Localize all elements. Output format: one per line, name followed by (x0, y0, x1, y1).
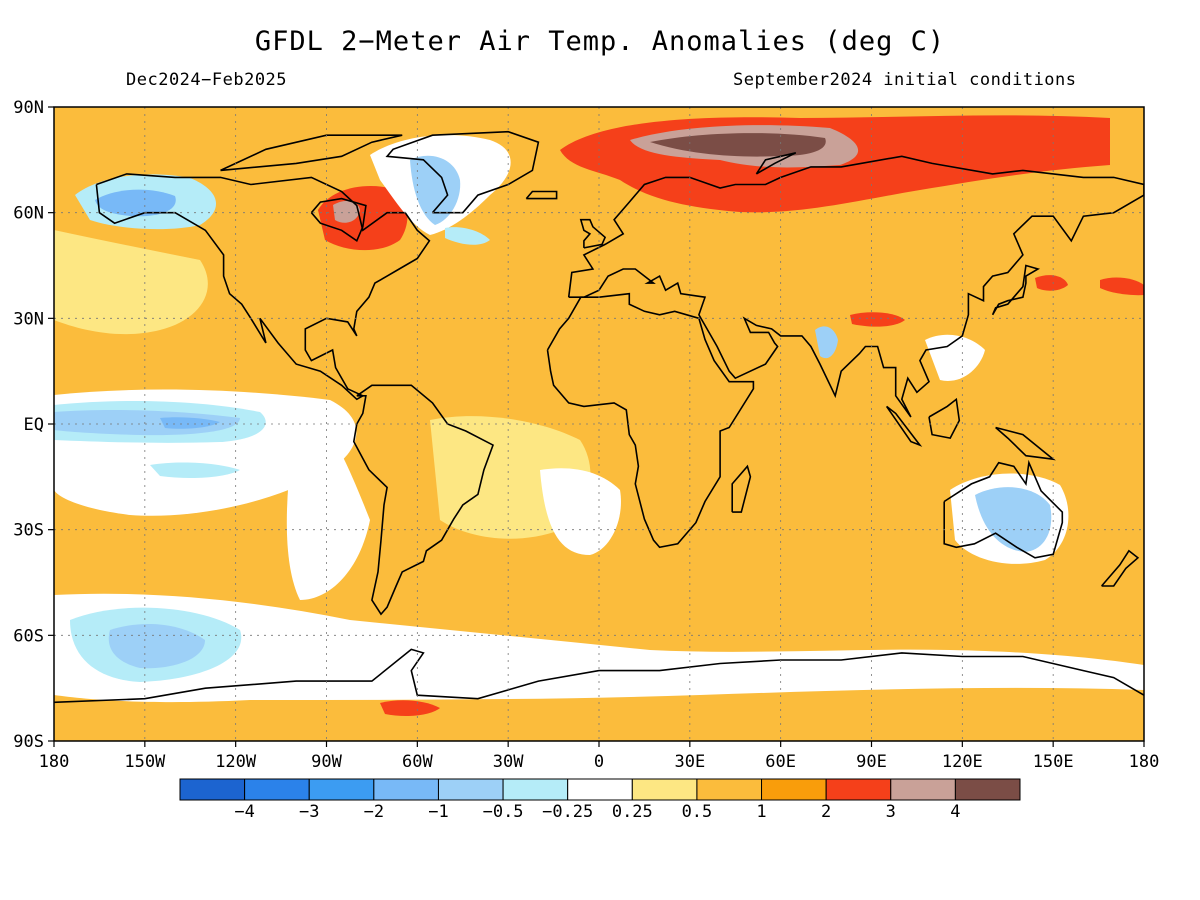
east-asia-neutral-patch (925, 334, 985, 381)
colorbar-label: 4 (950, 802, 960, 822)
coastline (525, 190, 558, 200)
siberia-extreme-warm-region (650, 133, 826, 157)
northwest-pacific-warm-patch (1100, 277, 1144, 296)
y-tick-label: 90N (13, 98, 44, 118)
x-tick-label: 60W (402, 752, 433, 772)
x-tick-label: 30W (493, 752, 524, 772)
colorbar-label: 1 (756, 802, 766, 822)
y-tick-label: EQ (24, 415, 44, 435)
coastline (885, 405, 923, 447)
colorbar-swatch (437, 778, 504, 801)
colorbar-swatch (890, 778, 956, 801)
y-tick-label: 30S (13, 521, 44, 541)
australia-cool-region (975, 487, 1052, 552)
equatorial-pacific-colder-region (160, 417, 220, 429)
coastline (220, 134, 403, 172)
coastline (546, 292, 755, 549)
colorbar-label: −1 (428, 802, 448, 822)
lat-lon-grid (54, 107, 1144, 741)
x-tick-label: 120E (942, 752, 983, 772)
coastline (731, 464, 752, 513)
x-tick-label: 150W (124, 752, 166, 772)
coastline (755, 152, 797, 175)
coastline (385, 130, 540, 214)
x-tick-label: 90W (311, 752, 342, 772)
colorbar-swatch (373, 778, 439, 801)
coastline (95, 173, 431, 401)
tropical-pacific-cool-patch (150, 462, 240, 478)
colorbar-swatch (696, 778, 763, 801)
colorbar-swatch (761, 778, 827, 801)
greenland-cool-region (410, 155, 461, 225)
longitude-axis: 180 150W 120W 90W 60W 30W 0 30E 60E 90E 120E 150E 18… (39, 741, 1160, 772)
y-tick-label: 30N (13, 309, 44, 329)
coastline (928, 397, 961, 439)
tibet-warm-patch (850, 312, 905, 327)
colorbar-swatch (825, 778, 892, 801)
colorbar-label: 0.5 (682, 802, 713, 822)
colorbar-swatch (179, 778, 246, 801)
forecast-period: Dec2024−Feb2025 (126, 70, 288, 90)
x-tick-label: 30E (674, 752, 705, 772)
x-tick-label: 90E (856, 752, 887, 772)
colorbar-swatch (244, 778, 310, 801)
coastline (991, 264, 1041, 316)
japan-warm-patch (1035, 275, 1068, 291)
labrador-cool-region (445, 227, 490, 245)
coastline (995, 426, 1056, 461)
east-pacific-neutral-region (286, 400, 370, 600)
colorbar: −4 −3 −2 −1 −0.5 −0.25 0.25 0.5 1 2 3 4 (179, 778, 1021, 822)
colorbar-label: −2 (364, 802, 384, 822)
x-tick-label: 120W (215, 752, 257, 772)
colorbar-swatch (502, 778, 569, 801)
initial-conditions: September2024 initial conditions (733, 70, 1077, 90)
x-tick-label: 150E (1033, 752, 1074, 772)
x-tick-label: 180 (1129, 752, 1160, 772)
hudson-very-warm-region (333, 200, 360, 223)
latitude-axis: 90N 60N 30N EQ 30S 60S 90S (13, 98, 54, 752)
colorbar-swatch (631, 778, 698, 801)
colorbar-label: 0.25 (612, 802, 653, 822)
equatorial-pacific-cold-region (54, 410, 240, 436)
north-pacific-neutral-region (54, 230, 208, 335)
colorbar-label: −0.5 (483, 802, 524, 822)
coastline (943, 459, 1064, 559)
y-tick-label: 90S (13, 732, 44, 752)
coastline (352, 384, 494, 616)
x-tick-label: 60E (765, 752, 796, 772)
coastline (1100, 549, 1140, 587)
coastline (579, 218, 607, 249)
colorbar-swatch (567, 778, 633, 801)
coastline (310, 197, 367, 243)
coastline (54, 648, 1144, 704)
x-tick-label: 0 (594, 752, 604, 772)
y-tick-label: 60N (13, 204, 44, 224)
colorbar-swatch (308, 778, 375, 801)
antarctica-warm-patch (380, 700, 440, 716)
map-title: GFDL 2−Meter Air Temp. Anomalies (deg C) (254, 26, 946, 57)
colorbar-label: 2 (821, 802, 831, 822)
colorbar-label: 3 (886, 802, 896, 822)
antarctica-neutral-region (450, 668, 808, 690)
alaska-cold-region (95, 189, 176, 217)
y-tick-label: 60S (13, 626, 44, 646)
x-tick-label: 180 (39, 752, 70, 772)
colorbar-label: −0.25 (542, 802, 593, 822)
colorbar-label: −3 (299, 802, 319, 822)
colorbar-label: −4 (234, 802, 254, 822)
colorbar-swatch (954, 778, 1021, 801)
india-cool-patch (815, 326, 838, 359)
south-atlantic-white-region (540, 468, 621, 555)
